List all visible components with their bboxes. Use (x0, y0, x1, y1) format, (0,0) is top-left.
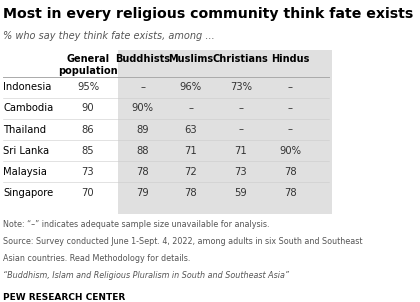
Text: Cambodia: Cambodia (3, 103, 54, 113)
Text: –: – (238, 103, 243, 113)
Text: General
population: General population (58, 54, 118, 76)
Text: Most in every religious community think fate exists: Most in every religious community think … (3, 7, 414, 21)
Text: “Buddhism, Islam and Religious Pluralism in South and Southeast Asia”: “Buddhism, Islam and Religious Pluralism… (3, 271, 289, 280)
Text: 86: 86 (81, 124, 94, 135)
Text: 59: 59 (234, 188, 247, 198)
Text: Indonesia: Indonesia (3, 82, 52, 92)
Text: 89: 89 (136, 124, 149, 135)
FancyBboxPatch shape (118, 50, 332, 214)
Text: 90%: 90% (279, 146, 302, 156)
Text: 70: 70 (81, 188, 94, 198)
Text: 71: 71 (234, 146, 247, 156)
Text: –: – (288, 124, 293, 135)
Text: 90: 90 (81, 103, 94, 113)
Text: –: – (288, 103, 293, 113)
Text: –: – (238, 124, 243, 135)
Text: 85: 85 (81, 146, 94, 156)
Text: Asian countries. Read Methodology for details.: Asian countries. Read Methodology for de… (3, 254, 191, 263)
Text: Source: Survey conducted June 1-Sept. 4, 2022, among adults in six South and Sou: Source: Survey conducted June 1-Sept. 4,… (3, 237, 363, 246)
Text: 95%: 95% (77, 82, 99, 92)
Text: 90%: 90% (132, 103, 154, 113)
Text: Singapore: Singapore (3, 188, 54, 198)
Text: –: – (189, 103, 193, 113)
Text: 73: 73 (234, 167, 247, 177)
Text: 63: 63 (184, 124, 197, 135)
Text: –: – (140, 82, 145, 92)
Text: Sri Lanka: Sri Lanka (3, 146, 50, 156)
Text: Note: “–” indicates adequate sample size unavailable for analysis.: Note: “–” indicates adequate sample size… (3, 220, 270, 229)
Text: 73: 73 (81, 167, 94, 177)
Text: 96%: 96% (180, 82, 202, 92)
Text: Hindus: Hindus (271, 54, 310, 64)
Text: % who say they think fate exists, among ...: % who say they think fate exists, among … (3, 31, 215, 41)
Text: Muslims: Muslims (168, 54, 213, 64)
Text: 71: 71 (184, 146, 197, 156)
Text: 78: 78 (184, 188, 197, 198)
Text: 78: 78 (284, 188, 297, 198)
Text: Buddhists: Buddhists (115, 54, 170, 64)
Text: 78: 78 (136, 167, 149, 177)
Text: Thailand: Thailand (3, 124, 47, 135)
Text: PEW RESEARCH CENTER: PEW RESEARCH CENTER (3, 293, 126, 302)
Text: Malaysia: Malaysia (3, 167, 47, 177)
Text: 88: 88 (136, 146, 149, 156)
Text: –: – (288, 82, 293, 92)
Text: 78: 78 (284, 167, 297, 177)
Text: Christians: Christians (213, 54, 268, 64)
Text: 79: 79 (136, 188, 149, 198)
Text: 73%: 73% (230, 82, 252, 92)
Text: 72: 72 (184, 167, 197, 177)
